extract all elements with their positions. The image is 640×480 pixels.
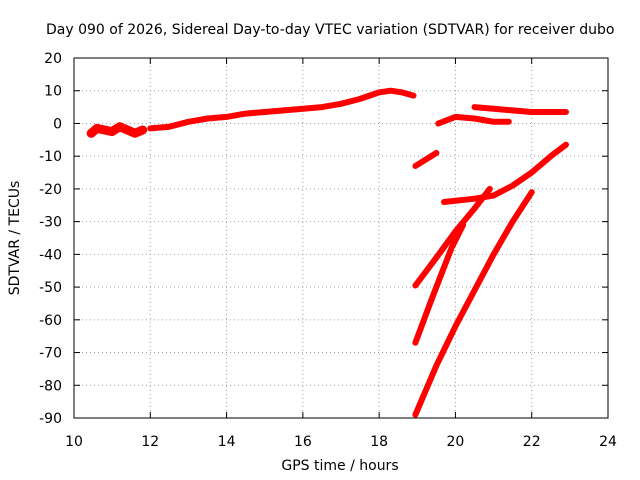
series-line-3 [412,149,440,169]
x-tick-label: 20 [447,434,465,450]
series-line-6 [441,141,569,205]
y-axis-label: SDTVAR / TECUs [7,181,23,296]
y-tick-label: 0 [53,116,62,132]
x-tick-label: 10 [65,434,83,450]
series-line-5 [471,104,569,115]
y-tick-label: -30 [39,215,62,231]
plot-frame [73,57,609,419]
y-tick-label: 10 [44,84,62,100]
x-tick-label: 16 [294,434,312,450]
x-tick-label: 24 [599,434,617,450]
y-tick-label: -80 [39,378,62,394]
y-tick-label: -50 [39,280,62,296]
series-line-7 [412,185,493,289]
y-tick-label: -20 [39,182,62,198]
series-line-2 [147,87,417,132]
series-line-8 [412,221,467,346]
y-tick-label: -90 [39,411,62,427]
y-tick-label: -10 [39,149,62,165]
x-tick-label: 22 [523,434,541,450]
x-tick-label: 18 [370,434,388,450]
y-tick-label: 20 [44,51,62,67]
series-line-4 [435,113,512,127]
ticks: 10 12 14 16 18 20 22 24 20 10 0 -10 -20 -30 -40 -50 -60 -… [39,51,617,450]
x-tick-label: 14 [218,434,236,450]
y-tick-label: -40 [39,247,62,263]
y-tick-label: -60 [39,313,62,329]
y-tick-label: -70 [39,346,62,362]
series-line-1 [86,122,148,138]
x-axis-label: GPS time / hours [281,458,398,474]
series-line-9 [412,189,535,418]
series-layer [86,87,569,418]
x-tick-label: 12 [141,434,159,450]
chart-title: Day 090 of 2026, Sidereal Day-to-day VTE… [46,22,614,38]
